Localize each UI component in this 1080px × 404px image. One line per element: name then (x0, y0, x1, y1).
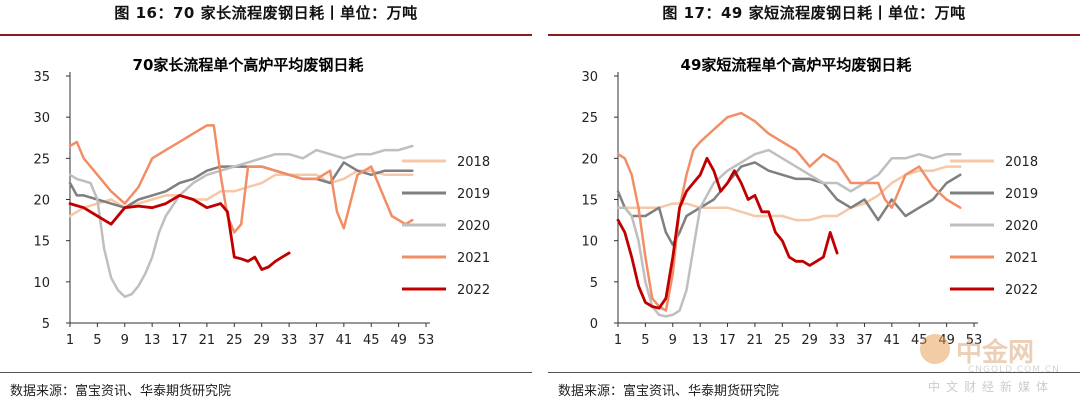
series-line-2021 (68, 124, 414, 234)
series-line-2022 (68, 193, 291, 271)
x-tick-label: 29 (801, 333, 818, 348)
figure-16: 图 16：70 家长流程废钢日耗丨单位：万吨 70家长流程单个高炉平均废钢日耗 5… (0, 0, 532, 404)
legend-label: 2022 (457, 283, 490, 298)
source-divider (548, 372, 1080, 373)
figure-title: 图 16：70 家长流程废钢日耗丨单位：万吨 (114, 4, 418, 22)
figure-17: 图 17：49 家短流程废钢日耗丨单位：万吨 49家短流程单个高炉平均废钢日耗 0… (548, 0, 1080, 404)
x-tick-label: 25 (774, 333, 791, 348)
x-tick-label: 13 (144, 333, 161, 348)
y-tick-label: 10 (581, 235, 598, 250)
x-tick-label: 13 (692, 333, 709, 348)
y-tick-label: 25 (33, 152, 50, 167)
title-divider (0, 34, 532, 36)
x-tick-label: 37 (856, 333, 873, 348)
watermark-tagline: 中文财经新媒体 (928, 380, 1055, 394)
series-line-2018 (616, 165, 962, 222)
x-tick-label: 1 (614, 333, 622, 348)
figure-title: 图 17：49 家短流程废钢日耗丨单位：万吨 (662, 4, 966, 22)
series-line-2022 (616, 156, 839, 310)
chart-title: 49家短流程单个高炉平均废钢日耗 (681, 56, 912, 74)
y-tick-label: 5 (42, 317, 50, 332)
y-tick-label: 25 (581, 111, 598, 126)
x-tick-label: 17 (719, 333, 736, 348)
x-tick-label: 21 (199, 333, 216, 348)
y-tick-label: 30 (33, 111, 50, 126)
x-tick-label: 37 (308, 333, 325, 348)
legend-label: 2018 (457, 155, 490, 170)
x-tick-label: 5 (641, 333, 649, 348)
watermark-url: CNGOLD.COM.CN (968, 365, 1060, 375)
legend-label: 2020 (1005, 219, 1038, 234)
x-tick-label: 45 (363, 333, 380, 348)
y-tick-label: 20 (33, 194, 50, 209)
x-tick-label: 25 (226, 333, 243, 348)
x-tick-label: 9 (669, 333, 677, 348)
y-tick-label: 5 (590, 276, 598, 291)
x-tick-label: 29 (253, 333, 270, 348)
x-tick-label: 5 (93, 333, 101, 348)
title-divider (548, 34, 1080, 36)
series-line-2021 (616, 111, 962, 312)
x-tick-label: 53 (418, 333, 435, 348)
watermark-name: 中金网 (956, 338, 1035, 368)
chart-title: 70家长流程单个高炉平均废钢日耗 (133, 56, 364, 74)
y-tick-label: 20 (581, 152, 598, 167)
series-line-2018 (68, 169, 414, 218)
source-note: 数据来源：富宝资讯、华泰期货研究院 (10, 384, 232, 399)
legend-label: 2021 (457, 251, 490, 266)
watermark-logo-icon (920, 334, 950, 364)
y-tick-label: 0 (590, 317, 598, 332)
series-line-2020 (68, 144, 414, 298)
legend-label: 2019 (1005, 187, 1038, 202)
source-note: 数据来源：富宝资讯、华泰期货研究院 (558, 384, 780, 399)
y-tick-label: 15 (33, 235, 50, 250)
x-tick-label: 33 (829, 333, 846, 348)
x-tick-label: 41 (336, 333, 353, 348)
legend-label: 2018 (1005, 155, 1038, 170)
legend-label: 2022 (1005, 283, 1038, 298)
source-divider (0, 372, 532, 373)
x-tick-label: 1 (66, 333, 74, 348)
y-tick-label: 10 (33, 276, 50, 291)
legend-label: 2020 (457, 219, 490, 234)
x-tick-label: 41 (884, 333, 901, 348)
x-tick-label: 49 (390, 333, 407, 348)
y-tick-label: 15 (581, 194, 598, 209)
x-tick-label: 33 (281, 333, 298, 348)
x-tick-label: 9 (121, 333, 129, 348)
legend-label: 2021 (1005, 251, 1038, 266)
watermark: 中金网 CNGOLD.COM.CN 中文财经新媒体 (918, 330, 1078, 394)
x-tick-label: 17 (171, 333, 188, 348)
x-tick-label: 21 (747, 333, 764, 348)
x-tick-label: 53 (966, 333, 983, 348)
y-tick-label: 30 (581, 70, 598, 85)
y-tick-label: 35 (33, 70, 50, 85)
legend-label: 2019 (457, 187, 490, 202)
